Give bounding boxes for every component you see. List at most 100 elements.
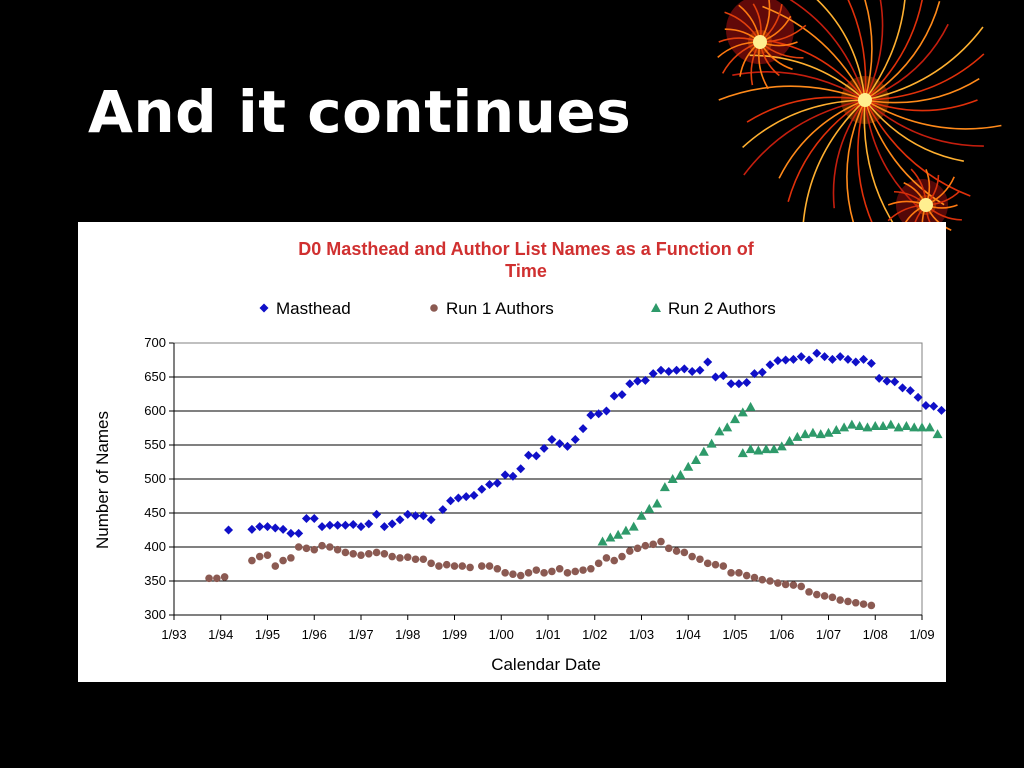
data-point [461,492,471,502]
data-point [753,445,764,455]
data-point [835,352,845,362]
firework-burst [887,168,962,246]
data-point [524,569,533,577]
data-point [438,505,448,515]
data-point [691,454,702,464]
data-point [570,435,580,445]
data-point [640,375,650,385]
legend-item: Run 2 Authors [651,299,776,318]
data-point [815,429,826,439]
data-point [610,556,619,565]
data-point [656,365,666,375]
data-point [885,419,896,429]
data-point [807,427,818,437]
data-point [866,358,876,368]
slide-title: And it continues [88,78,632,146]
data-point [789,581,798,589]
data-point [867,601,876,610]
data-point [735,569,743,577]
data-point [388,552,396,561]
data-point [812,348,822,358]
data-point [618,552,626,561]
legend-item: Run 1 Authors [430,299,554,318]
data-point [921,401,931,411]
data-point [718,371,728,381]
data-point [620,525,631,535]
fireworks-icon [717,0,1002,246]
data-point [820,352,830,362]
x-tick-label: 1/99 [442,627,467,642]
x-tick-label: 1/94 [208,627,233,642]
data-point [843,354,853,364]
data-point [348,520,358,530]
legend-label: Run 2 Authors [668,299,776,318]
data-point [659,482,670,492]
data-point [844,597,852,606]
data-point [696,555,704,564]
y-tick-label: 450 [144,505,166,520]
data-point [318,541,326,550]
x-tick-label: 1/09 [909,627,934,642]
data-point [781,580,790,589]
data-point [781,355,791,365]
data-point [851,357,861,367]
data-point [309,513,319,523]
data-point [870,420,881,430]
data-point [628,521,639,531]
firework-burst [718,0,1002,242]
data-point [695,365,705,375]
data-point [672,365,682,375]
legend-label: Run 1 Authors [446,299,554,318]
data-point [633,544,642,553]
y-tick-label: 400 [144,539,166,554]
data-point [500,470,510,480]
data-point [563,569,572,577]
data-point [893,422,904,432]
axes [173,342,923,620]
data-point [485,479,495,489]
data-point [263,522,272,532]
data-point [578,424,588,434]
data-point [757,367,767,377]
data-point [555,564,564,573]
data-point [540,569,548,577]
data-point [827,354,837,364]
data-point [792,431,803,441]
data-point [531,451,541,461]
x-tick-label: 1/93 [161,627,186,642]
data-point [294,528,304,538]
data-point [766,577,774,585]
data-point [579,566,587,574]
x-tick-label: 1/06 [769,627,794,642]
data-point [626,547,634,555]
x-tick-label: 1/95 [255,627,280,642]
data-point [609,391,619,401]
data-point [745,444,756,454]
series-run-2-authors [597,401,943,546]
data-point [287,554,295,562]
data-point [711,560,720,569]
chart-figure: D0 Masthead and Author List Names as a F… [93,239,946,674]
data-point [286,528,296,538]
data-point [213,574,221,583]
data-point [605,532,616,542]
data-point [555,439,565,449]
data-point [636,510,647,520]
data-point [664,544,673,553]
data-point [698,446,709,456]
y-tick-label: 600 [144,403,166,418]
data-point [516,464,526,474]
data-point [469,490,479,500]
data-point [711,372,721,382]
data-point [878,420,889,430]
data-point [874,373,884,383]
data-point [776,441,787,451]
legend-label: Masthead [276,299,351,318]
y-tick-labels: 300 350 400 450 500 550 600 650 700 [144,335,166,622]
data-point [411,555,420,564]
data-point [205,574,213,583]
data-point [485,562,494,570]
data-point [768,444,779,454]
x-tick-label: 1/01 [535,627,560,642]
data-point [664,367,674,377]
